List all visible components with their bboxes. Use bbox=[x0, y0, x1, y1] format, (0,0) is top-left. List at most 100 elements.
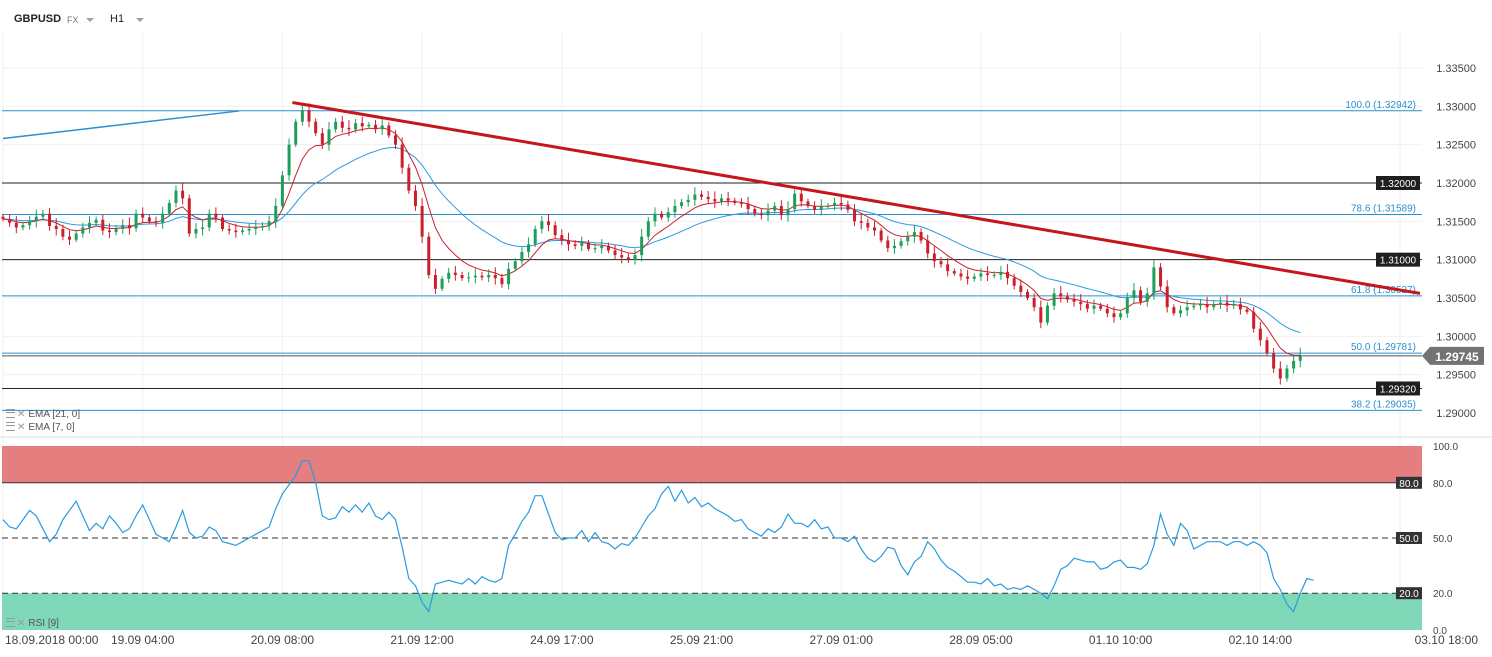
candle-body bbox=[1085, 304, 1089, 309]
candle-body bbox=[1192, 305, 1196, 308]
candle-body bbox=[1218, 302, 1222, 305]
candle-body bbox=[1132, 290, 1136, 298]
timeframe-selector[interactable]: H1 bbox=[110, 13, 125, 25]
candle-body bbox=[334, 121, 338, 130]
candle-body bbox=[1198, 304, 1202, 306]
ascending-trendline bbox=[2, 110, 240, 140]
timeframe-chevron-down-icon[interactable] bbox=[136, 18, 144, 22]
price-tick-label: 1.31500 bbox=[1436, 216, 1476, 228]
ema-fast-legend[interactable]: ✕ EMA [7, 0] bbox=[6, 421, 75, 433]
candle-body bbox=[1065, 296, 1069, 300]
candle-body bbox=[586, 242, 590, 249]
current-price-label: 1.29745 bbox=[1435, 350, 1479, 364]
menu-icon[interactable] bbox=[6, 618, 15, 627]
chart-toolbar: GBPUSD FX H1 bbox=[0, 0, 1492, 32]
candle-body bbox=[1139, 290, 1143, 302]
price-tick-label: 1.29000 bbox=[1436, 408, 1476, 420]
candle-body bbox=[746, 203, 750, 210]
candle-body bbox=[427, 236, 431, 275]
candle-body bbox=[580, 242, 584, 246]
candle-body bbox=[21, 225, 25, 228]
candle-body bbox=[726, 198, 730, 201]
price-tick-label: 1.29500 bbox=[1436, 370, 1476, 382]
candle-body bbox=[1179, 310, 1183, 314]
candle-body bbox=[600, 245, 604, 249]
overbought-zone bbox=[2, 446, 1422, 483]
candle-body bbox=[713, 199, 717, 202]
candle-body bbox=[1092, 305, 1096, 309]
candle-body bbox=[1272, 353, 1276, 369]
price-level-label: 1.32000 bbox=[1380, 179, 1417, 190]
rsi-level-badge bbox=[1396, 532, 1422, 544]
candle-body bbox=[54, 225, 58, 229]
candle-body bbox=[1212, 304, 1216, 308]
candle-body bbox=[354, 123, 358, 130]
rsi-level-badge-label: 50.0 bbox=[1399, 534, 1419, 545]
candle-body bbox=[773, 206, 777, 211]
candle-body bbox=[826, 206, 830, 207]
candle-body bbox=[380, 125, 384, 130]
close-icon[interactable]: ✕ bbox=[17, 618, 26, 629]
time-tick-label: 01.10 10:00 bbox=[1089, 633, 1153, 647]
candle-body bbox=[1039, 307, 1043, 323]
candle-body bbox=[467, 277, 471, 279]
menu-icon[interactable] bbox=[6, 409, 15, 418]
candle-body bbox=[1185, 307, 1189, 311]
candle-body bbox=[972, 276, 976, 279]
rsi-level-badge bbox=[1396, 587, 1422, 600]
candle-body bbox=[806, 201, 810, 206]
candle-body bbox=[533, 229, 537, 245]
candle-body bbox=[799, 193, 803, 202]
candle-body bbox=[1032, 298, 1036, 308]
candle-body bbox=[221, 217, 225, 229]
candle-body bbox=[1012, 278, 1016, 286]
candle-body bbox=[161, 213, 165, 223]
candle-body bbox=[367, 124, 371, 127]
menu-icon[interactable] bbox=[6, 422, 15, 431]
candle-body bbox=[666, 212, 670, 218]
fib-level-label: 100.0 (1.32942) bbox=[1345, 100, 1416, 111]
candle-body bbox=[374, 124, 378, 130]
candle-body bbox=[1265, 340, 1269, 354]
candle-body bbox=[440, 278, 444, 289]
symbol-selector[interactable]: GBPUSD bbox=[14, 13, 62, 25]
candle-body bbox=[187, 198, 191, 234]
rsi-legend[interactable]: ✕ RSI [9] bbox=[6, 617, 59, 629]
candle-body bbox=[314, 121, 318, 134]
price-tick-label: 1.30500 bbox=[1436, 293, 1476, 305]
time-tick-label: 19.09 04:00 bbox=[111, 633, 175, 647]
time-axis: 18.09.2018 00:00 19.09 04:00 20.09 08:00 21… bbox=[5, 633, 1478, 647]
candle-body bbox=[992, 275, 996, 276]
candle-body bbox=[640, 236, 644, 256]
candle-body bbox=[1205, 304, 1209, 308]
candle-body bbox=[394, 135, 398, 145]
candle-body bbox=[61, 229, 65, 237]
candle-body bbox=[686, 199, 690, 203]
candle-body bbox=[932, 253, 936, 262]
candle-body bbox=[114, 229, 118, 233]
fib-level-label: 50.0 (1.29781) bbox=[1351, 342, 1416, 353]
fibonacci-levels: 100.0 (1.32942) 78.6 (1.31589) 61.8 (1.305… bbox=[2, 100, 1422, 411]
candle-body bbox=[327, 129, 331, 145]
rsi-level-badge-label: 20.0 bbox=[1399, 589, 1419, 600]
candle-body bbox=[753, 209, 757, 214]
candle-body bbox=[833, 202, 837, 206]
close-icon[interactable]: ✕ bbox=[17, 409, 26, 420]
candle-body bbox=[407, 167, 411, 191]
fib-level-label: 78.6 (1.31589) bbox=[1351, 204, 1416, 215]
current-price-badge bbox=[1422, 346, 1484, 365]
instrument-chevron-down-icon[interactable] bbox=[86, 18, 94, 22]
candle-body bbox=[433, 275, 437, 289]
candle-body bbox=[1285, 368, 1289, 379]
close-icon[interactable]: ✕ bbox=[17, 422, 26, 433]
candle-body bbox=[387, 125, 391, 136]
candle-body bbox=[540, 221, 544, 229]
candle-body bbox=[1119, 313, 1123, 318]
candle-body bbox=[926, 240, 930, 254]
candle-body bbox=[1105, 308, 1109, 314]
price-tick-label: 1.30000 bbox=[1436, 331, 1476, 343]
rsi-level-badge-label: 80.0 bbox=[1399, 479, 1419, 490]
descending-trendline bbox=[292, 101, 1421, 295]
ema-slow-legend[interactable]: ✕ EMA [21, 0] bbox=[6, 408, 80, 420]
